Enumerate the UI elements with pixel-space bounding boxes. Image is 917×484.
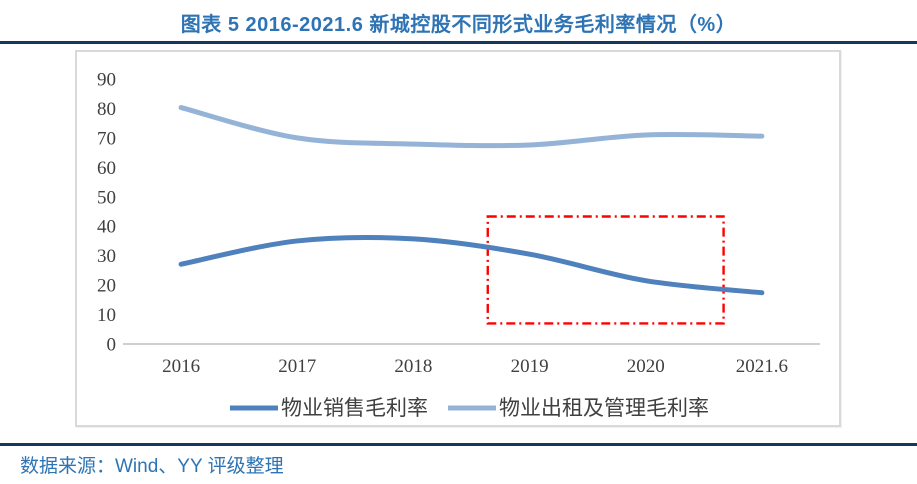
y-axis-tick-label: 50 — [97, 187, 116, 208]
y-axis-tick-label: 70 — [97, 128, 116, 149]
series-line-0 — [178, 234, 765, 296]
y-axis-tick-label: 90 — [97, 70, 116, 91]
y-axis-tick-label: 60 — [97, 158, 116, 179]
highlight-annotation-box — [486, 215, 725, 325]
chart-frame: 0 10 20 30 40 50 60 70 80 90 2016 2017 2018 2019 2020 2… — [75, 50, 841, 427]
top-divider-rule — [0, 41, 917, 44]
y-axis-tick-label: 0 — [107, 335, 117, 356]
x-axis-category-label: 2016 — [162, 356, 200, 377]
y-axis-tick-label: 20 — [97, 276, 116, 297]
legend-label-1: 物业出租及管理毛利率 — [499, 396, 709, 420]
x-axis-category-label: 2017 — [278, 356, 316, 377]
bottom-divider-rule — [0, 443, 917, 446]
legend-label-0: 物业销售毛利率 — [281, 396, 428, 420]
y-axis-tick-label: 40 — [97, 217, 116, 238]
y-axis-tick-label: 10 — [97, 305, 116, 326]
line-chart: 0 10 20 30 40 50 60 70 80 90 2016 2017 2018 2019 2020 2… — [97, 70, 820, 420]
x-axis-category-label: 2019 — [511, 356, 549, 377]
y-axis-tick-label: 80 — [97, 99, 116, 120]
x-axis-category-label: 2018 — [394, 356, 432, 377]
figure-title: 图表 5 2016-2021.6 新城控股不同形式业务毛利率情况（%） — [180, 14, 737, 36]
x-axis-category-label: 2020 — [627, 356, 665, 377]
data-source-text: 数据来源：Wind、YY 评级整理 — [20, 456, 284, 477]
x-axis-category-label: 2021.6 — [736, 356, 788, 377]
y-axis-tick-label: 30 — [97, 246, 116, 267]
series-line-1 — [178, 105, 765, 149]
